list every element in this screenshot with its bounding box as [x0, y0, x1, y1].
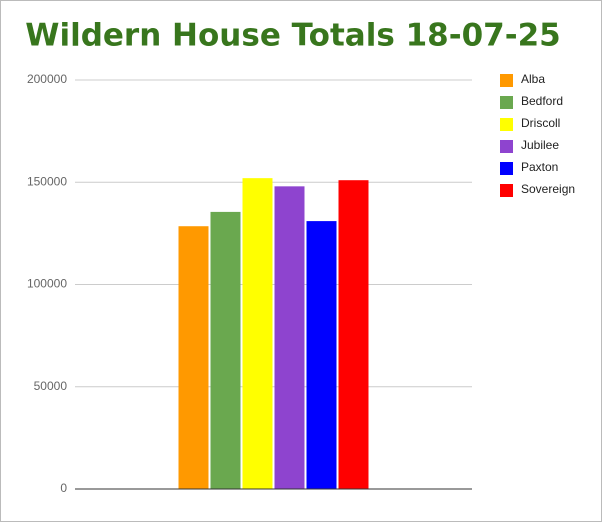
- legend-label: Paxton: [521, 160, 558, 174]
- legend-label: Sovereign: [521, 182, 575, 196]
- legend-swatch: [500, 162, 513, 175]
- bar: [274, 186, 305, 489]
- bar: [306, 221, 337, 490]
- bar: [338, 180, 369, 489]
- bar: [210, 211, 241, 489]
- legend-label: Alba: [521, 72, 545, 86]
- y-tick-label: 100000: [27, 277, 67, 291]
- y-tick-label: 50000: [34, 379, 68, 393]
- y-tick-label: 0: [60, 481, 67, 495]
- legend-swatch: [500, 118, 513, 131]
- y-tick-label: 150000: [27, 174, 67, 188]
- bar: [242, 178, 273, 489]
- legend-swatch: [500, 96, 513, 109]
- legend-swatch: [500, 74, 513, 87]
- legend-label: Bedford: [521, 94, 563, 108]
- legend-label: Jubilee: [521, 138, 559, 152]
- legend-swatch: [500, 184, 513, 197]
- legend-label: Driscoll: [521, 116, 560, 130]
- bar: [178, 226, 209, 489]
- chart-title: Wildern House Totals 18-07-25: [25, 18, 560, 54]
- legend-swatch: [500, 140, 513, 153]
- y-tick-label: 200000: [27, 72, 67, 86]
